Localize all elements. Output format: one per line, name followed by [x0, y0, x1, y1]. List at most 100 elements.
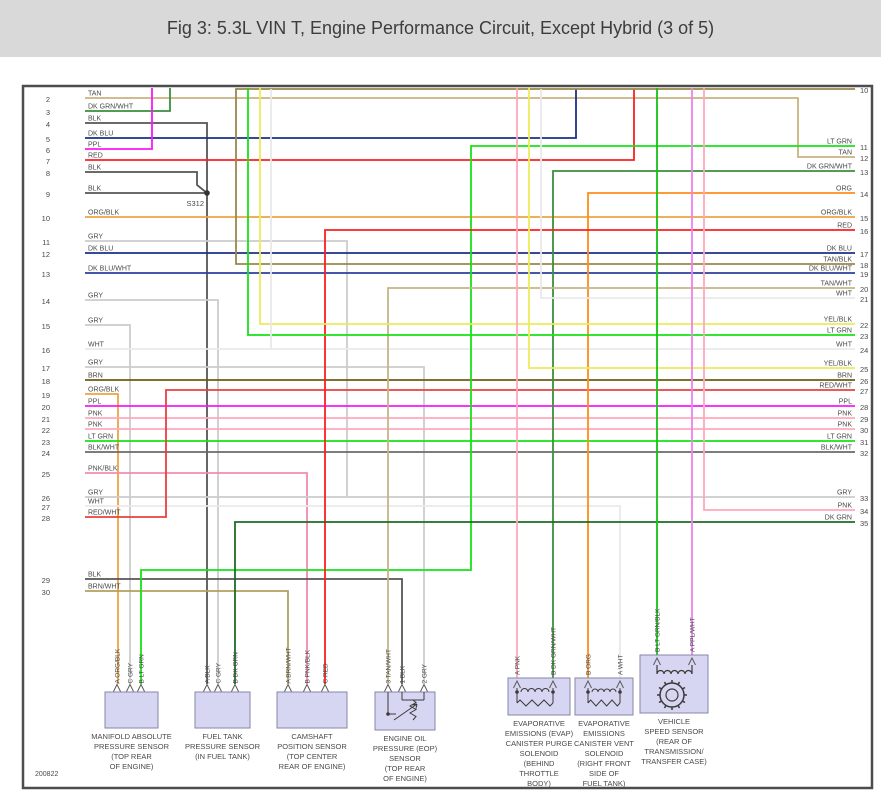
right-pin-color-label-20: TAN/WHT: [821, 281, 853, 288]
eop-resistor-icon: [409, 699, 417, 721]
left-pin-color-label-12: DK BLU: [88, 246, 113, 253]
right-pin-number-17: 17: [860, 250, 868, 259]
component-caption-engine-oil-pressure-sensor-line3: (TOP REAR: [385, 764, 426, 773]
component-box-evap-canister-vent-solenoid: [574, 677, 634, 716]
component-caption-camshaft-position-sensor-line0: CAMSHAFT: [291, 732, 333, 741]
vss-wheel-tooth: [682, 686, 686, 690]
left-pin-number-5: 5: [46, 135, 50, 144]
left-pin-color-label-8: BLK: [88, 165, 102, 172]
wire-dkgrnwht-l3-top: [85, 88, 171, 112]
component-caption-engine-oil-pressure-sensor-line2: SENSOR: [389, 754, 421, 763]
component-caption-evap-canister-vent-solenoid-line1: EMISSIONS: [583, 729, 625, 738]
right-pin-number-11: 11: [860, 143, 868, 152]
wire-dkblu-l5-top: [85, 89, 577, 139]
right-pin-color-label-29: PNK: [838, 411, 853, 418]
vss-coil-icon: [656, 669, 693, 675]
left-pin-number-22: 22: [42, 426, 50, 435]
connector-arrow-icon: [688, 656, 696, 666]
component-caption-evap-canister-purge-solenoid-line3: SOLENOID: [520, 749, 559, 758]
connector-arrow-icon: [214, 683, 222, 692]
right-pin-number-10: 10: [860, 86, 868, 95]
right-pin-number-15: 15: [860, 214, 868, 223]
solenoid-resistor-icon: [587, 699, 621, 707]
wire-wht-l27-vent-a: [85, 505, 621, 678]
left-pin-color-label-25: PNK/BLK: [88, 466, 118, 473]
component-caption-fuel-tank-pressure-sensor-line2: (IN FUEL TANK): [195, 752, 250, 761]
component-caption-evap-canister-purge-solenoid-line4: (BEHIND: [524, 759, 555, 768]
right-pin-color-label-31: LT GRN: [827, 434, 852, 441]
connector-arrow-icon: [398, 683, 406, 692]
wire-blk-l4-s312: [85, 122, 208, 193]
pin-label-evap-canister-purge-solenoid-0: A PNK: [515, 655, 522, 675]
left-pin-number-8: 8: [46, 169, 50, 178]
connector-arrow-icon: [513, 679, 521, 689]
component-caption-evap-canister-vent-solenoid-line4: (RIGHT FRONT: [577, 759, 631, 768]
pin-label-map-sensor-2: B LT GRN: [139, 654, 146, 684]
wire-orgblk-l19-map-a: [85, 393, 119, 684]
left-pin-color-label-18: BRN: [88, 373, 103, 380]
component-box-camshaft-position-sensor: [276, 691, 348, 729]
pin-label-engine-oil-pressure-sensor-1: 1 BLK: [400, 665, 407, 683]
left-pin-number-11: 11: [42, 238, 50, 247]
component-caption-fuel-tank-pressure-sensor-line0: FUEL TANK: [202, 732, 242, 741]
connector-arrow-icon: [303, 683, 311, 692]
component-caption-map-sensor-line2: (TOP REAR: [111, 752, 152, 761]
left-pin-number-20: 20: [42, 403, 50, 412]
left-pin-number-28: 28: [42, 514, 50, 523]
connector-arrow-icon: [321, 683, 329, 692]
right-pin-color-label-12: TAN: [839, 150, 852, 157]
component-caption-vehicle-speed-sensor-line4: TRANSFER CASE): [641, 757, 707, 766]
wire-wht-r21-top: [540, 89, 855, 299]
component-map-sensor: A ORG/BLK C GRY B LT GRN MANIFOLD ABSOLUTEP…: [91, 648, 171, 771]
wire-tan-l2-r12: [85, 97, 855, 158]
wire-gry-l14-ftp-c: [85, 299, 219, 684]
footer-figure-code: 200822: [35, 771, 58, 778]
right-pin-color-label-19: DK BLU/WHT: [809, 266, 853, 273]
vss-wheel-tooth: [658, 686, 662, 690]
wire-pnk-r34-top: [703, 88, 855, 511]
right-pin-color-label-23: LT GRN: [827, 328, 852, 335]
right-pin-number-26: 26: [860, 377, 868, 386]
solenoid-coil-icon: [591, 688, 617, 693]
component-caption-engine-oil-pressure-sensor-line4: OF ENGINE): [383, 774, 427, 783]
component-caption-camshaft-position-sensor-line3: REAR OF ENGINE): [279, 762, 346, 771]
component-caption-map-sensor-line0: MANIFOLD ABSOLUTE: [91, 732, 171, 741]
component-caption-vehicle-speed-sensor-line0: VEHICLE: [658, 717, 690, 726]
right-pin-color-label-18: TAN/BLK: [823, 257, 852, 264]
left-pin-number-3: 3: [46, 108, 50, 117]
connector-arrow-icon: [584, 679, 592, 689]
left-pin-number-27: 27: [42, 503, 50, 512]
left-pin-color-label-7: RED: [88, 153, 103, 160]
figure-title: Fig 3: 5.3L VIN T, Engine Performance Ci…: [166, 18, 715, 38]
left-pin-color-label-5: DK BLU: [88, 131, 113, 138]
component-caption-evap-canister-vent-solenoid-line5: SIDE OF: [589, 769, 619, 778]
right-pin-color-label-21: WHT: [836, 291, 853, 298]
pin-label-fuel-tank-pressure-sensor-0: A BLK: [205, 665, 212, 684]
component-caption-vehicle-speed-sensor-line3: TRANSMISSION/: [644, 747, 704, 756]
right-pin-color-label-33: GRY: [837, 490, 852, 497]
pin-label-camshaft-position-sensor-2: C RED: [323, 663, 330, 684]
wire-tanwht-r20-eop-3: [387, 287, 855, 684]
left-pin-color-label-9: BLK: [88, 186, 102, 193]
right-pin-color-label-28: PPL: [839, 399, 852, 406]
wire-redwht-l28-r27: [85, 389, 855, 518]
wire-dkgrnwht-r13-purge: [552, 170, 855, 678]
left-pin-color-label-19: ORG/BLK: [88, 387, 119, 394]
diagram-frame: [21, 84, 874, 790]
left-pin-number-13: 13: [42, 270, 50, 279]
left-pin-color-label-23: LT GRN: [88, 434, 113, 441]
component-caption-camshaft-position-sensor-line2: (TOP CENTER: [287, 752, 338, 761]
left-pin-color-label-17: GRY: [88, 360, 103, 367]
left-pin-color-label-16: WHT: [88, 342, 105, 349]
right-pin-number-20: 20: [860, 285, 868, 294]
pin-label-vehicle-speed-sensor-1: A PPL/WHT: [690, 617, 697, 652]
right-pin-color-label-34: PNK: [838, 503, 853, 510]
right-pin-number-30: 30: [860, 426, 868, 435]
connector-arrow-icon: [126, 683, 134, 692]
vss-wheel-tooth: [677, 681, 681, 685]
left-pin-color-label-15: GRY: [88, 318, 103, 325]
right-pin-number-31: 31: [860, 438, 868, 447]
right-pin-number-21: 21: [860, 295, 868, 304]
